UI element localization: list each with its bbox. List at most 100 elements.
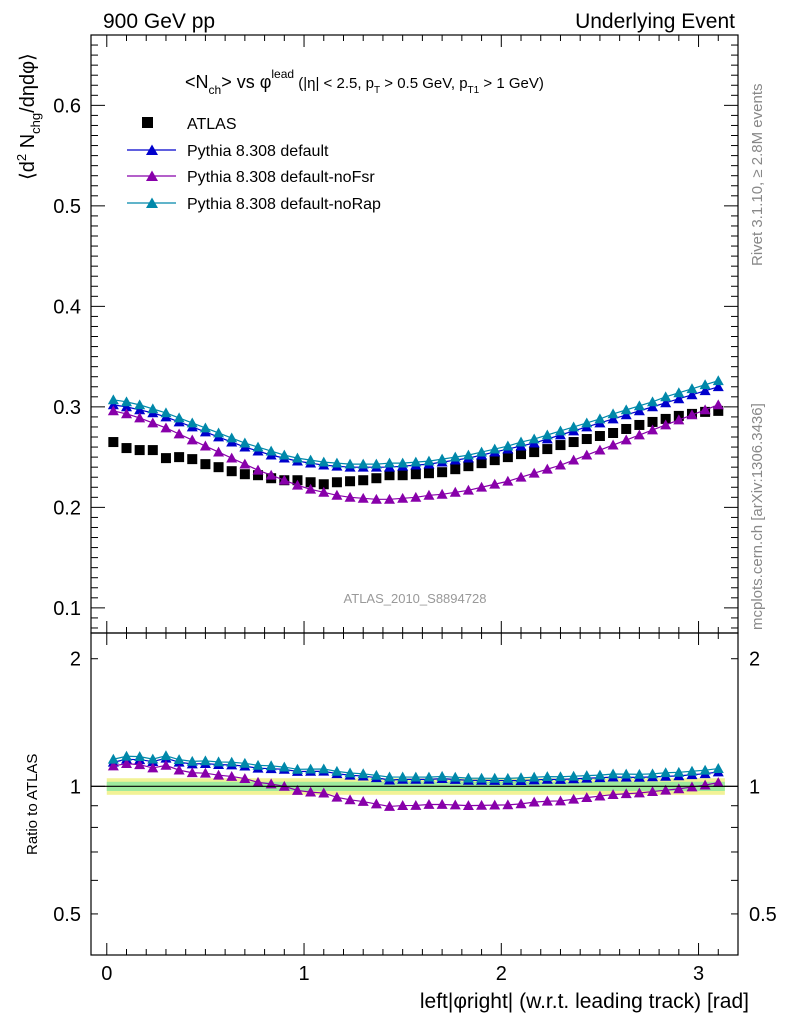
legend: ATLAS Pythia 8.308 default Pythia 8.308 …: [127, 116, 381, 213]
pythia-8-308-default-norap-ratio-point: [620, 768, 632, 779]
header-right: Underlying Event: [575, 10, 735, 33]
pythia-8-308-default-norap-ratio-point: [160, 750, 172, 761]
pythia-8-308-default-point: [647, 401, 659, 412]
pythia-8-308-default-nofsr-point: [239, 458, 251, 469]
pythia-8-308-default-norap-ratio-point: [633, 768, 645, 779]
ratio-tick-label-right: 2: [749, 649, 760, 671]
pythia-8-308-default-point: [620, 409, 632, 420]
y-tick-label: 0.4: [53, 296, 81, 318]
main-panel-series: [107, 375, 724, 504]
pythia-8-308-default-nofsr-ratio-point: [213, 769, 225, 780]
pythia-8-308-default-nofsr-ratio-point: [449, 799, 461, 810]
atlas-point: [502, 452, 513, 463]
atlas-point: [450, 464, 461, 475]
pythia-8-308-default-norap-point: [107, 394, 119, 405]
pythia-8-308-default-norap-point: [239, 437, 251, 448]
atlas-point: [331, 477, 342, 488]
pythia-8-308-default-norap-point: [423, 455, 435, 466]
pythia-8-308-default-nofsr-point: [528, 467, 540, 478]
y-tick-label: 0.2: [53, 497, 81, 519]
atlas-point: [384, 470, 395, 481]
pythia-8-308-default-nofsr-ratio-point: [502, 799, 514, 810]
pythia-8-308-default-nofsr-point: [633, 429, 645, 440]
atlas-point: [108, 437, 119, 448]
pythia-8-308-default-norap-ratio-point: [423, 771, 435, 782]
pythia-8-308-default-norap-ratio-point: [291, 763, 303, 774]
pythia-8-308-default-norap-point: [160, 407, 172, 418]
pythia-8-308-default-nofsr-ratio-point: [410, 799, 422, 810]
pythia-8-308-default-norap-point: [541, 429, 553, 440]
atlas-point: [423, 468, 434, 479]
atlas-point: [134, 445, 145, 456]
atlas-point: [555, 440, 566, 451]
pythia-8-308-default-nofsr-ratio-point: [476, 799, 488, 810]
atlas-point: [239, 469, 250, 480]
pythia-8-308-default-norap-ratio-point: [173, 754, 185, 765]
pythia-8-308-default-norap-ratio-point: [502, 772, 514, 783]
pythia-8-308-default-nofsr-point: [594, 444, 606, 455]
pythia-8-308-default-nofsr-point: [147, 417, 159, 428]
pythia-8-308-default-norap-point: [673, 387, 685, 398]
pythia-8-308-default-nofsr-ratio-point: [239, 773, 251, 783]
x-tick-label: 0: [101, 963, 112, 985]
pythia-8-308-default-nofsr-ratio-point: [226, 770, 238, 781]
pythia-8-308-default-norap-point: [581, 417, 593, 428]
pythia-8-308-default-nofsr-point: [476, 481, 488, 492]
pythia-8-308-default-nofsr-ratio-point: [147, 762, 159, 773]
pythia-8-308-default-norap-point: [252, 441, 264, 452]
pythia-8-308-default-nofsr-point: [699, 404, 711, 415]
pythia-8-308-default-norap-point: [528, 433, 540, 444]
pythia-8-308-default-nofsr-point: [620, 434, 632, 445]
pythia-8-308-default-nofsr-point: [213, 446, 225, 457]
pythia-8-308-default-point: [633, 405, 645, 416]
pythia-8-308-default-norap-point: [384, 457, 396, 468]
atlas-point: [200, 459, 211, 470]
pythia-8-308-default-nofsr-ratio-point: [397, 800, 409, 810]
pythia-8-308-default-nofsr-ratio-point: [186, 767, 198, 778]
pythia-8-308-default-nofsr-ratio-point: [318, 787, 330, 798]
pythia-8-308-default-norap-point: [265, 445, 277, 456]
y-tick-label: 0.1: [53, 598, 81, 620]
pythia-8-308-default-nofsr-point: [436, 488, 448, 499]
atlas-point: [660, 413, 671, 424]
atlas-point: [568, 437, 579, 448]
atlas-point: [147, 445, 158, 456]
pythia-8-308-default-norap-point: [291, 452, 303, 463]
pythia-8-308-default-nofsr-ratio-point: [554, 795, 566, 806]
pythia-8-308-default-norap-ratio-point: [660, 767, 672, 778]
pythia-8-308-default-nofsr-ratio-point: [660, 784, 672, 795]
pythia-8-308-default-norap-ratio-point: [357, 768, 369, 779]
pythia-8-308-default-norap-ratio-point: [305, 763, 317, 774]
pythia-8-308-default-nofsr-point: [554, 459, 566, 470]
pythia-8-308-default-norap-point: [594, 413, 606, 424]
pythia-8-308-default-norap-ratio-point: [278, 761, 290, 772]
pythia-8-308-default-nofsr-ratio-point: [568, 793, 580, 804]
pythia-8-308-default-norap-ratio-point: [449, 771, 461, 782]
pythia-8-308-default-nofsr-ratio-point: [594, 790, 606, 801]
pythia-8-308-default-norap-point: [462, 449, 474, 460]
atlas-point: [608, 427, 619, 438]
pythia-8-308-default-nofsr-ratio-point: [134, 759, 146, 770]
atlas-point: [397, 470, 408, 481]
pythia-8-308-default-nofsr-point: [226, 452, 238, 463]
pythia-8-308-default-norap-point: [186, 417, 198, 428]
pythia-8-308-default-norap-ratio-point: [476, 772, 488, 783]
pythia-8-308-default-norap-point: [660, 391, 672, 402]
pythia-8-308-default-nofsr-point: [121, 408, 133, 419]
pythia-8-308-default-nofsr-ratio-point: [305, 786, 317, 797]
pythia-8-308-default-nofsr-point: [134, 412, 146, 423]
atlas-point: [187, 454, 198, 465]
pythia-8-308-default-norap-ratio-point: [318, 763, 330, 774]
x-axis-title: left|φright| (w.r.t. leading track) [rad…: [420, 990, 749, 1013]
x-tick-label: 3: [693, 963, 704, 985]
pythia-8-308-default-norap-ratio-point: [397, 771, 409, 782]
pythia-8-308-default-nofsr-ratio-point: [357, 796, 369, 806]
atlas-point: [226, 466, 237, 477]
analysis-label: ATLAS_2010_S8894728: [344, 591, 487, 606]
pythia-8-308-default-nofsr-point: [607, 439, 619, 450]
pythia-8-308-default-norap-ratio-point: [134, 751, 146, 762]
pythia-8-308-default-nofsr-point: [397, 492, 409, 503]
pythia-8-308-default-norap-point: [134, 399, 146, 410]
legend-label-norap: Pythia 8.308 default-noRap: [187, 196, 381, 213]
ratio-panel-series: [107, 750, 724, 811]
